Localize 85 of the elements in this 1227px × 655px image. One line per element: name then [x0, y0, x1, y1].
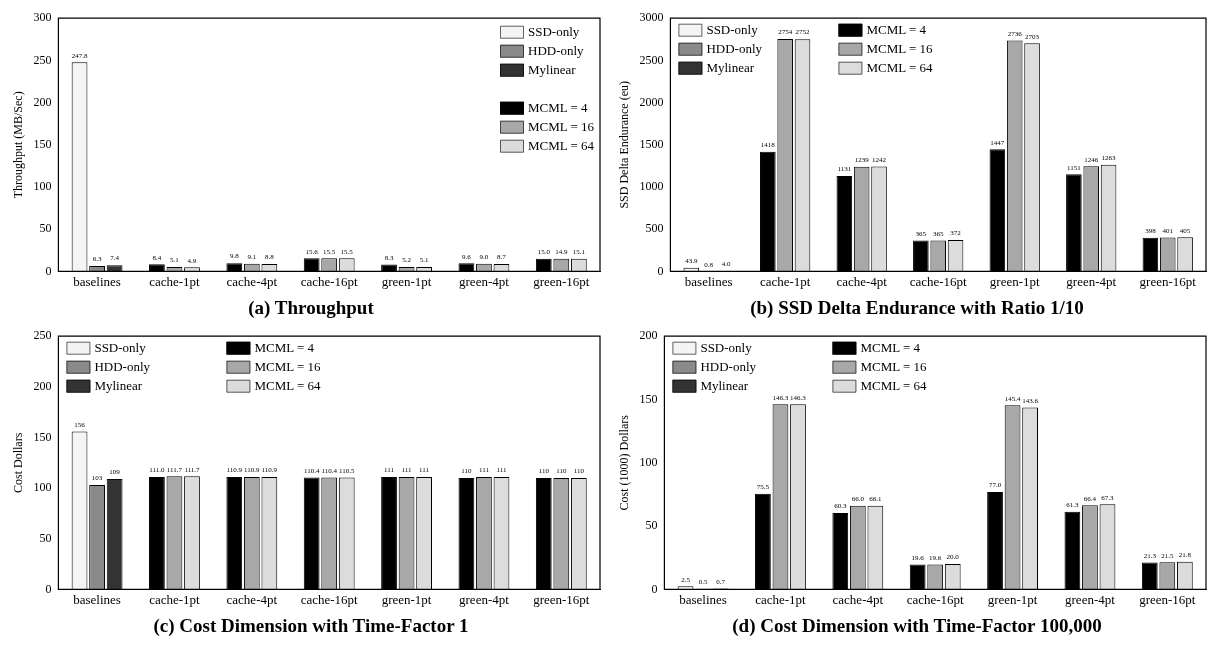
- legend-label: MCML = 16: [866, 40, 933, 56]
- y-tick-label: 200: [33, 379, 52, 393]
- legend-label: MCML = 4: [860, 339, 921, 355]
- x-tick-label: cache-1pt: [759, 273, 811, 289]
- y-tick-label: 100: [639, 454, 658, 469]
- y-tick-label: 150: [33, 429, 52, 444]
- legend-label: SSD-only: [706, 21, 759, 37]
- legend-label: MCML = 4: [866, 21, 927, 37]
- legend-label: Mylinear: [706, 59, 755, 75]
- legend-label: MCML = 64: [528, 137, 595, 153]
- x-tick-label: green-16pt: [1139, 273, 1197, 289]
- y-tick-label: 1500: [639, 136, 664, 151]
- x-tick-label: baselines: [684, 273, 733, 289]
- y-tick-label: 150: [33, 136, 52, 151]
- legend-label: MCML = 16: [860, 358, 927, 374]
- y-tick-label: 500: [645, 221, 664, 236]
- text: (b) SSD Delta Endurance with Ratio 1/10: [749, 297, 1085, 319]
- y-tick-label: 250: [33, 52, 52, 67]
- legend-label: HDD-only: [528, 42, 585, 58]
- legend-label: SSD-only: [700, 339, 753, 355]
- x-tick-label: cache-16pt: [906, 591, 965, 607]
- x-tick-label: cache-4pt: [836, 273, 888, 289]
- y-tick-label: 3000: [639, 10, 664, 25]
- legend-label: MCML = 64: [866, 59, 933, 75]
- y-tick-label: 200: [639, 328, 658, 343]
- x-tick-label: green-4pt: [459, 591, 510, 607]
- legend-label: Mylinear: [528, 61, 577, 77]
- legend-label: Mylinear: [94, 377, 143, 393]
- y-tick-label: 0: [651, 581, 658, 596]
- y-axis-title: SSD Delta Endurance (eu): [617, 80, 632, 209]
- legend-label: HDD-only: [706, 40, 763, 56]
- x-tick-label: cache-16pt: [300, 591, 359, 607]
- legend-label: HDD-only: [94, 358, 151, 374]
- y-tick-label: 200: [33, 94, 52, 109]
- legend-label: MCML = 4: [254, 339, 315, 355]
- y-tick-label: 2500: [639, 52, 664, 67]
- legend-label: MCML = 16: [528, 118, 595, 134]
- legend-label: MCML = 64: [860, 377, 927, 393]
- x-tick-label: cache-4pt: [832, 591, 884, 607]
- y-tick-label: 50: [645, 518, 658, 533]
- x-tick-label: cache-1pt: [149, 273, 201, 289]
- legend-label: MCML = 4: [528, 99, 589, 115]
- x-tick-label: green-16pt: [1139, 591, 1196, 607]
- legend-label: HDD-only: [700, 358, 757, 374]
- y-tick-label: 1000: [639, 179, 664, 194]
- x-tick-label: green-16pt: [533, 591, 590, 607]
- x-tick-label: cache-1pt: [755, 591, 807, 607]
- legend-label: SSD-only: [528, 23, 580, 39]
- legend-label: Mylinear: [700, 377, 749, 393]
- x-tick-label: cache-1pt: [149, 591, 201, 607]
- x-tick-label: cache-4pt: [226, 591, 278, 607]
- y-tick-label: 50: [39, 221, 52, 236]
- x-tick-label: green-4pt: [1065, 591, 1116, 607]
- legend-label: MCML = 64: [254, 377, 321, 393]
- y-axis-title: Cost Dollars: [11, 432, 26, 493]
- y-tick-label: 300: [33, 10, 52, 25]
- x-tick-label: green-1pt: [381, 591, 432, 607]
- y-tick-label: 2000: [639, 94, 664, 109]
- y-axis-title: Throughput (MB/Sec): [11, 91, 26, 199]
- y-axis-title: Cost (1000) Dollars: [617, 414, 632, 511]
- x-tick-label: baselines: [73, 591, 121, 607]
- x-tick-label: green-1pt: [381, 273, 432, 289]
- y-tick-label: 50: [39, 530, 52, 545]
- text: (a) Throughput: [247, 297, 375, 319]
- legend-label: SSD-only: [94, 339, 147, 355]
- y-tick-label: 100: [33, 179, 52, 194]
- text: (d) Cost Dimension with Time-Factor 100,000: [731, 615, 1103, 637]
- x-tick-label: cache-4pt: [226, 273, 278, 289]
- legend-label: MCML = 16: [254, 358, 321, 374]
- x-tick-label: green-1pt: [989, 273, 1041, 289]
- x-tick-label: green-4pt: [1066, 273, 1117, 289]
- x-tick-label: green-4pt: [459, 273, 510, 289]
- y-tick-label: 0: [45, 263, 52, 278]
- x-tick-label: baselines: [679, 591, 727, 607]
- x-tick-label: cache-16pt: [909, 273, 968, 289]
- x-tick-label: green-16pt: [533, 273, 590, 289]
- text: (c) Cost Dimension with Time-Factor 1: [152, 615, 470, 637]
- y-tick-label: 100: [33, 480, 52, 495]
- y-tick-label: 150: [639, 391, 658, 406]
- y-tick-label: 0: [45, 581, 52, 596]
- y-tick-label: 0: [657, 263, 664, 278]
- x-tick-label: cache-16pt: [300, 273, 359, 289]
- y-tick-label: 250: [33, 328, 52, 343]
- x-tick-label: green-1pt: [987, 591, 1038, 607]
- x-tick-label: baselines: [73, 273, 121, 289]
